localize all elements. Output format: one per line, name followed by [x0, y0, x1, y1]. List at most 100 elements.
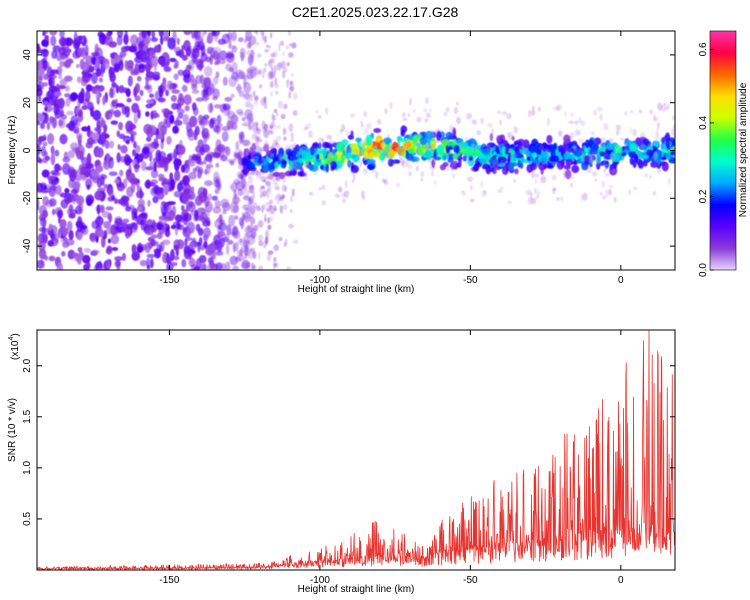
spectrogram-cell: [215, 162, 220, 168]
spectrogram-cell: [613, 197, 617, 203]
spectrogram-cell: [381, 178, 388, 183]
spectrogram-cell: [244, 252, 247, 260]
spectrogram-cell: [499, 119, 502, 125]
spectrogram-cell: [634, 153, 639, 163]
spectrogram-cell: [230, 93, 235, 99]
spectrogram-cell: [260, 97, 266, 106]
spectrogram-cell: [40, 259, 44, 265]
spectrogram-cell: [452, 173, 455, 179]
spectrogram-cell: [286, 62, 290, 67]
spectrogram-cell: [273, 244, 279, 252]
spectrogram-cell: [368, 152, 374, 159]
spectrogram-cell: [252, 90, 256, 97]
spectrogram-cell: [59, 78, 68, 86]
spectrogram-cell: [284, 144, 291, 153]
spectrogram-cell: [215, 181, 221, 189]
spectrogram-cell: [150, 37, 159, 42]
spectrogram-cell: [343, 138, 346, 145]
spectrogram-cell: [227, 240, 234, 245]
spectrogram-cell: [198, 166, 204, 175]
spectrogram-cell: [83, 248, 91, 253]
spectrogram-cell: [251, 142, 257, 152]
spectrogram-cell: [41, 39, 49, 47]
spectrogram-cell: [264, 49, 270, 53]
spectrogram-cell: [504, 146, 508, 155]
spectrogram-cell: [507, 200, 512, 204]
spectrogram-cell: [268, 172, 274, 181]
spectrogram-cell: [283, 103, 288, 110]
spectrogram-cell: [70, 115, 79, 127]
spectrogram-cell: [490, 159, 495, 165]
spectrogram-cell: [289, 144, 296, 149]
spectrogram-cell: [170, 224, 177, 230]
snr-y-tick-label: 1.0: [22, 460, 33, 474]
spectrogram-cell: [176, 108, 185, 114]
spectrogram-cell: [235, 108, 244, 115]
spectrogram-cell: [445, 141, 453, 147]
spectrogram-cell: [91, 220, 100, 230]
spectrogram-cell: [400, 125, 408, 134]
spectrogram-cell: [659, 138, 663, 143]
spectrogram-cell: [124, 107, 130, 118]
spectrogram-cell: [42, 141, 48, 147]
spectrogram-cell: [257, 219, 264, 228]
spectrogram-cell: [66, 110, 75, 116]
spectrogram-cell: [613, 145, 623, 154]
spectrogram-cell: [73, 31, 78, 44]
spectrogram-cell: [156, 232, 163, 240]
spectrogram-cell: [268, 204, 273, 210]
spectrogram-cell: [278, 155, 284, 160]
spectrogram-cell: [197, 227, 204, 236]
spectrogram-cell: [200, 44, 206, 57]
spectrogram-cell: [212, 75, 219, 86]
spectrogram-cell: [304, 142, 308, 146]
spectrogram-cell: [195, 44, 202, 51]
spectrogram-cell: [134, 63, 139, 75]
spectrogram-cell: [37, 84, 42, 92]
spectrogram-cell: [372, 142, 378, 150]
spectrogram-cell: [84, 90, 91, 103]
spectrogram-cell: [530, 197, 537, 205]
spectrogram-cell: [672, 124, 675, 129]
spectrogram-cell: [188, 160, 196, 167]
spectrogram-cell: [114, 54, 119, 65]
spectrogram-cell: [239, 47, 246, 60]
spectrogram-cell: [252, 122, 259, 128]
spectrogram-cell: [158, 57, 166, 66]
spectrogram-cell: [145, 179, 151, 189]
spectrogram-cell: [191, 89, 200, 94]
spectrogram-cell: [433, 180, 437, 185]
spectrogram-cell: [471, 119, 477, 125]
spectrogram-cell: [605, 172, 610, 177]
spectrogram-cell: [563, 144, 569, 151]
spectrogram-cell: [259, 157, 266, 166]
spectrogram-cell: [271, 66, 274, 72]
spectrogram-cell: [221, 131, 229, 142]
spectrogram-cell: [282, 51, 285, 56]
spectrogram-cell: [359, 148, 362, 153]
spectrogram-cell: [257, 234, 264, 243]
spectrogram-cell: [278, 100, 283, 109]
spectrogram-cell: [100, 131, 108, 141]
spectrogram-cell: [258, 265, 264, 270]
spectrogram-cell: [212, 151, 221, 159]
spectrogram-cell: [254, 95, 259, 101]
spectrogram-cell: [360, 124, 364, 128]
spectrogram-cell: [206, 193, 213, 202]
spectrogram-cell: [420, 152, 425, 157]
spectrogram-cell: [653, 157, 658, 163]
spectrogram-cell: [566, 175, 571, 181]
spectrogram-cell: [493, 168, 498, 175]
spectrogram-cell: [37, 154, 41, 161]
spectrogram-cell: [174, 59, 179, 68]
spectrogram-cell: [267, 250, 274, 255]
spectrogram-cell: [134, 82, 141, 94]
spectrogram-cell: [292, 92, 298, 100]
spectrogram-cell: [222, 202, 231, 212]
spectrogram-cell: [387, 143, 393, 150]
spectrogram-cell: [456, 101, 459, 106]
spectrogram-cell: [563, 164, 571, 170]
spectrogram-cell: [445, 144, 451, 154]
spectrogram-cell: [50, 153, 56, 166]
spectrogram-cell: [606, 143, 614, 150]
